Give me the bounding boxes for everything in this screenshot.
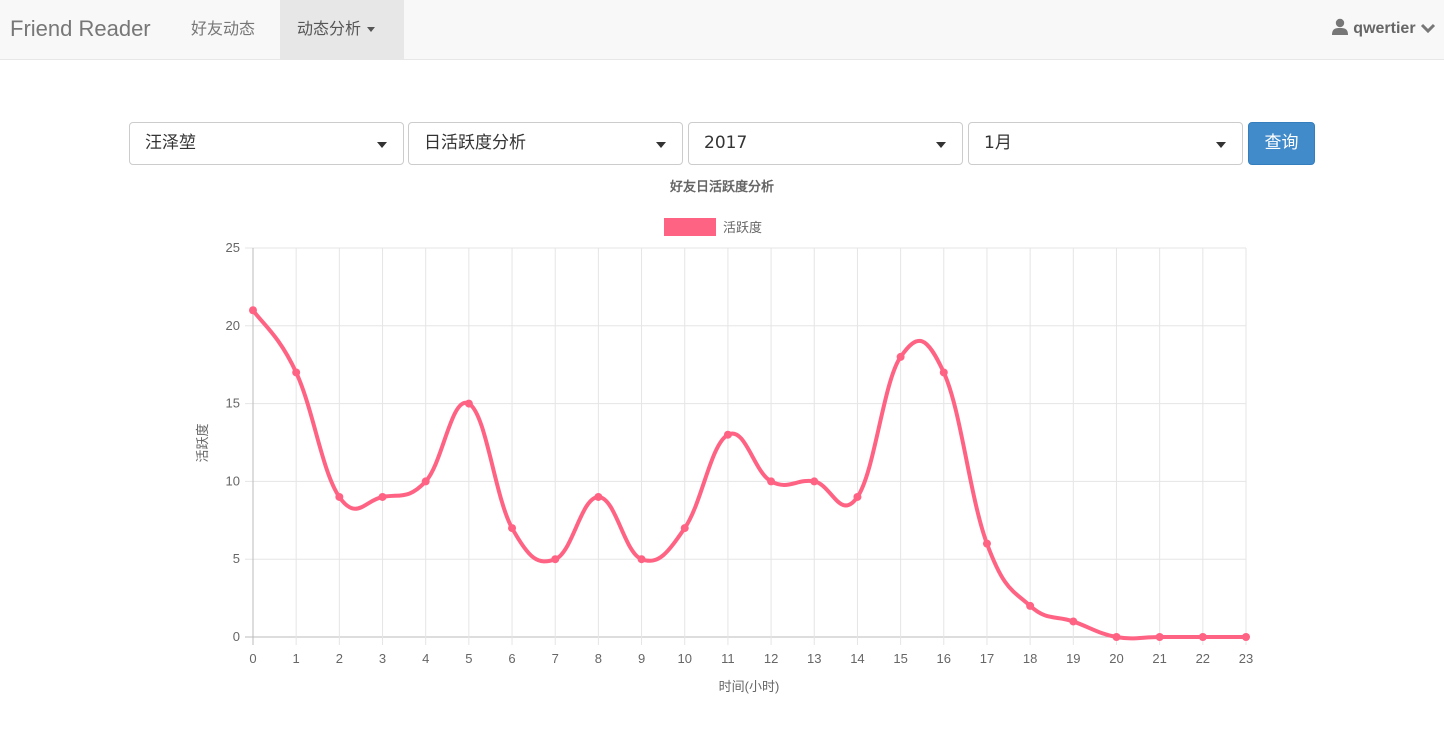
y-tick-label: 5 — [233, 551, 240, 566]
chart-legend[interactable]: 活跃度 — [664, 218, 762, 236]
data-point[interactable] — [1198, 633, 1207, 641]
caret-down-icon — [367, 27, 376, 32]
data-point[interactable] — [896, 352, 905, 361]
data-point[interactable] — [680, 524, 689, 533]
data-point[interactable] — [1112, 633, 1121, 641]
legend-label: 活跃度 — [723, 220, 762, 235]
data-point[interactable] — [1026, 601, 1035, 610]
month-select-value: 1月 — [984, 133, 1012, 153]
series-points — [249, 306, 1250, 641]
x-tick-label: 0 — [249, 651, 256, 666]
data-point[interactable] — [551, 555, 560, 564]
x-tick-label: 15 — [893, 651, 907, 666]
nav-friend-feed[interactable]: 好友动态 — [174, 0, 280, 60]
data-point[interactable] — [464, 399, 473, 408]
caret-down-icon — [377, 142, 387, 148]
x-tick-label: 2 — [336, 651, 343, 666]
data-point[interactable] — [982, 539, 991, 548]
x-tick-label: 10 — [678, 651, 692, 666]
nav-feed-analysis-label: 动态分析 — [297, 19, 362, 38]
data-point[interactable] — [1155, 633, 1164, 641]
x-axis-ticks: 0 1 2 3 4 5 6 7 8 9 10 11 12 13 14 15 16 17 18 19 20 21 22 23 — [249, 651, 1253, 666]
y-axis-ticks: 0 5 10 15 20 25 — [226, 240, 240, 644]
filter-bar: 汪泽堃 日活跃度分析 2017 1月 查询 — [0, 122, 1444, 166]
x-tick-label: 16 — [937, 651, 951, 666]
x-tick-label: 23 — [1239, 651, 1253, 666]
friend-select-value: 汪泽堃 — [145, 133, 196, 153]
x-tick-label: 22 — [1196, 651, 1210, 666]
x-tick-label: 5 — [465, 651, 472, 666]
x-tick-label: 3 — [379, 651, 386, 666]
x-tick-label: 18 — [1023, 651, 1037, 666]
x-tick-label: 8 — [595, 651, 602, 666]
navbar: Friend Reader 好友动态 动态分析 qwertier — [0, 0, 1444, 60]
data-point[interactable] — [378, 492, 387, 501]
data-point[interactable] — [767, 477, 776, 486]
caret-down-icon — [656, 142, 666, 148]
x-tick-label: 17 — [980, 651, 994, 666]
analysis-type-select[interactable]: 日活跃度分析 — [408, 122, 683, 165]
x-tick-label: 9 — [638, 651, 645, 666]
data-point[interactable] — [1069, 617, 1078, 626]
y-tick-label: 10 — [226, 473, 240, 488]
brand-link[interactable]: Friend Reader — [10, 16, 151, 41]
x-axis-label: 时间(小时) — [719, 679, 780, 694]
user-name: qwertier — [1353, 20, 1416, 37]
x-tick-label: 11 — [721, 651, 735, 666]
data-point[interactable] — [723, 430, 732, 439]
data-point[interactable] — [637, 555, 646, 564]
x-tick-label: 6 — [508, 651, 515, 666]
y-tick-label: 0 — [233, 629, 240, 644]
x-tick-label: 21 — [1152, 651, 1166, 666]
user-menu[interactable]: qwertier — [1331, 0, 1436, 60]
nav-feed-analysis-dropdown[interactable]: 动态分析 — [280, 0, 404, 60]
analysis-type-select-value: 日活跃度分析 — [424, 133, 526, 153]
x-tick-label: 4 — [422, 651, 429, 666]
x-tick-label: 20 — [1109, 651, 1123, 666]
data-point[interactable] — [421, 477, 430, 486]
chevron-down-icon — [1420, 23, 1436, 34]
x-tick-label: 13 — [807, 651, 821, 666]
caret-down-icon — [936, 142, 946, 148]
month-select[interactable]: 1月 — [968, 122, 1243, 165]
year-select-value: 2017 — [704, 133, 748, 153]
y-axis-label: 活跃度 — [195, 423, 210, 462]
x-tick-label: 12 — [764, 651, 778, 666]
chart-grid — [245, 247, 1247, 645]
x-tick-label: 7 — [552, 651, 559, 666]
chart-title: 好友日活跃度分析 — [669, 179, 774, 194]
friend-select[interactable]: 汪泽堃 — [129, 122, 404, 165]
y-tick-label: 20 — [226, 318, 240, 333]
data-point[interactable] — [335, 492, 344, 501]
data-point[interactable] — [249, 306, 257, 315]
data-point[interactable] — [508, 524, 517, 533]
x-tick-label: 19 — [1066, 651, 1080, 666]
year-select[interactable]: 2017 — [688, 122, 963, 165]
data-point[interactable] — [853, 492, 862, 501]
user-icon — [1331, 18, 1348, 35]
data-point[interactable] — [810, 477, 819, 486]
query-button[interactable]: 查询 — [1248, 122, 1315, 165]
data-point[interactable] — [594, 492, 603, 501]
legend-swatch — [664, 218, 716, 236]
caret-down-icon — [1216, 142, 1226, 148]
y-tick-label: 25 — [226, 240, 240, 255]
y-tick-label: 15 — [226, 396, 240, 411]
nav-friend-feed-label: 好友动态 — [191, 19, 256, 38]
x-tick-label: 1 — [293, 651, 300, 666]
data-point[interactable] — [1242, 633, 1250, 641]
data-point[interactable] — [292, 368, 301, 377]
x-tick-label: 14 — [850, 651, 864, 666]
data-point[interactable] — [939, 368, 948, 377]
series-line — [251, 309, 1246, 641]
